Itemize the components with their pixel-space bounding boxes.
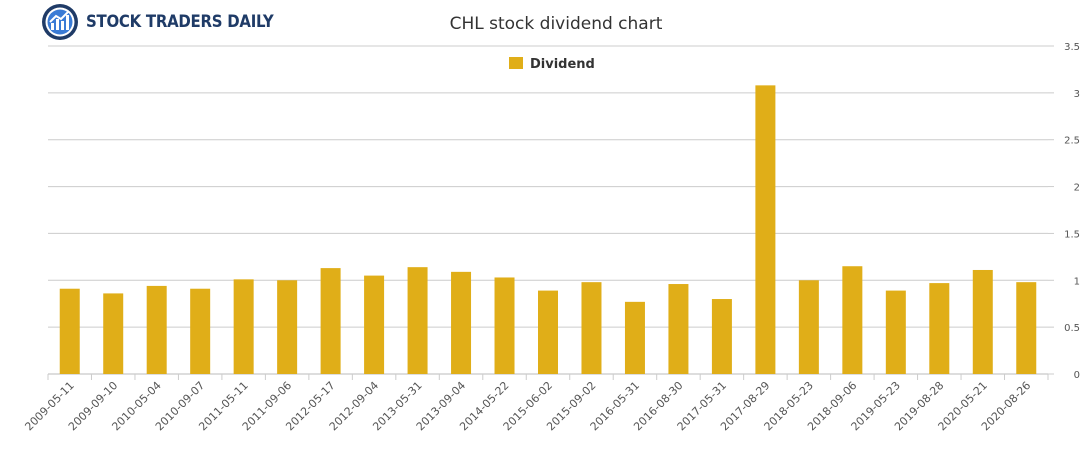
bar xyxy=(798,280,819,374)
bar xyxy=(668,284,689,374)
legend-label: Dividend xyxy=(530,57,595,72)
bar xyxy=(885,290,906,374)
bar xyxy=(929,283,950,374)
bar xyxy=(146,285,167,374)
bar xyxy=(320,268,341,374)
bar xyxy=(711,299,732,374)
y-tick-label: 3 xyxy=(1074,89,1080,100)
bar xyxy=(581,282,602,374)
bar xyxy=(842,266,863,374)
bar xyxy=(624,301,645,374)
bar xyxy=(538,290,558,374)
y-tick-label: 1 xyxy=(1074,276,1080,287)
chart-title: CHL stock dividend chart xyxy=(450,14,663,34)
y-tick-label: 1.5 xyxy=(1064,229,1080,240)
bar xyxy=(972,269,993,374)
bar xyxy=(451,271,472,374)
bars xyxy=(59,85,1037,375)
bar xyxy=(364,275,385,374)
y-axis: 0 0.5 1 1.5 2 2.5 3 3.5 xyxy=(1048,42,1080,381)
bar xyxy=(59,288,80,374)
y-tick-label: 0 xyxy=(1074,370,1080,381)
bar xyxy=(407,267,428,374)
bull-logo-icon xyxy=(42,4,78,40)
bar xyxy=(1016,282,1037,374)
x-axis: 2009-05-112009-09-102010-05-042010-09-07… xyxy=(22,374,1049,433)
bar xyxy=(103,293,124,374)
gridlines xyxy=(48,45,1048,375)
y-tick-label: 2.5 xyxy=(1064,136,1080,147)
y-tick-label: 3.5 xyxy=(1064,42,1080,53)
y-tick-label: 0.5 xyxy=(1064,323,1080,334)
bar xyxy=(190,288,211,374)
bar xyxy=(755,85,776,375)
legend: Dividend xyxy=(509,57,595,72)
bar xyxy=(494,277,515,374)
y-tick-label: 2 xyxy=(1074,183,1080,194)
bar xyxy=(277,280,298,374)
bar xyxy=(233,279,254,374)
legend-swatch xyxy=(509,57,523,69)
brand-name: STOCK TRADERS DAILY xyxy=(86,12,274,32)
brand-logo: STOCK TRADERS DAILY xyxy=(40,2,299,42)
